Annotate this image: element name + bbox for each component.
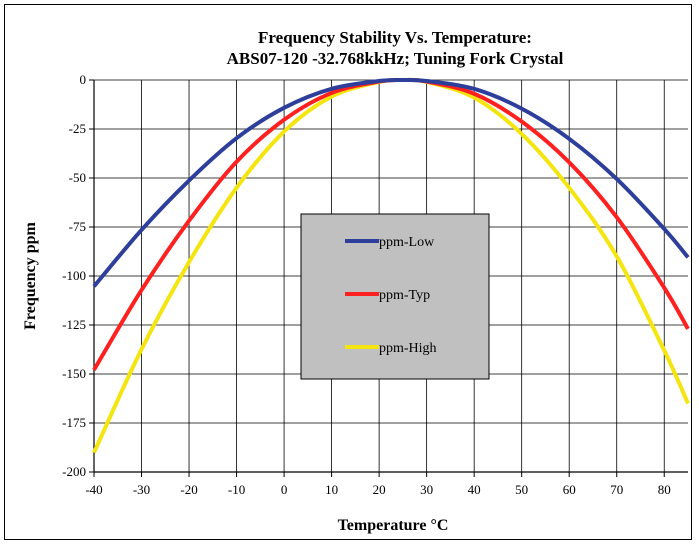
y-axis-title: Frequency ppm bbox=[22, 221, 39, 329]
x-tick-label: -40 bbox=[85, 482, 102, 497]
legend-label-ppm-low: ppm-Low bbox=[379, 235, 435, 250]
x-axis-title: Temperature °C bbox=[338, 517, 449, 534]
y-tick-label: -175 bbox=[62, 415, 86, 430]
legend-label-ppm-typ: ppm-Typ bbox=[379, 288, 430, 303]
x-tick-label: -10 bbox=[228, 482, 245, 497]
legend-box bbox=[300, 213, 490, 380]
x-tick-label: -20 bbox=[180, 482, 197, 497]
y-tick-label: -100 bbox=[62, 268, 86, 283]
x-tick-label: 10 bbox=[325, 482, 338, 497]
x-tick-label: -30 bbox=[133, 482, 150, 497]
y-tick-label: 0 bbox=[80, 72, 87, 87]
chart-title-line-2: ABS07-120 -32.768kkHz; Tuning Fork Cryst… bbox=[226, 49, 564, 68]
y-tick-label: -150 bbox=[62, 366, 86, 381]
x-tick-label: 0 bbox=[281, 482, 288, 497]
x-tick-label: 40 bbox=[468, 482, 481, 497]
y-tick-label: -50 bbox=[69, 170, 86, 185]
x-tick-label: 60 bbox=[563, 482, 576, 497]
series-line-ppm-low bbox=[92, 77, 690, 288]
x-tick-label: 30 bbox=[420, 482, 433, 497]
legend-label-ppm-high: ppm-High bbox=[379, 341, 437, 356]
x-tick-label: 50 bbox=[515, 482, 528, 497]
x-tick-label: 80 bbox=[658, 482, 671, 497]
y-tick-label: -125 bbox=[62, 317, 86, 332]
y-tick-label: -25 bbox=[69, 121, 86, 136]
y-tick-label: -200 bbox=[62, 464, 86, 479]
x-tick-label: 70 bbox=[610, 482, 623, 497]
y-tick-label: -75 bbox=[69, 219, 86, 234]
chart-title-line-1: Frequency Stability Vs. Temperature: bbox=[258, 28, 532, 47]
x-tick-label: 20 bbox=[373, 482, 386, 497]
